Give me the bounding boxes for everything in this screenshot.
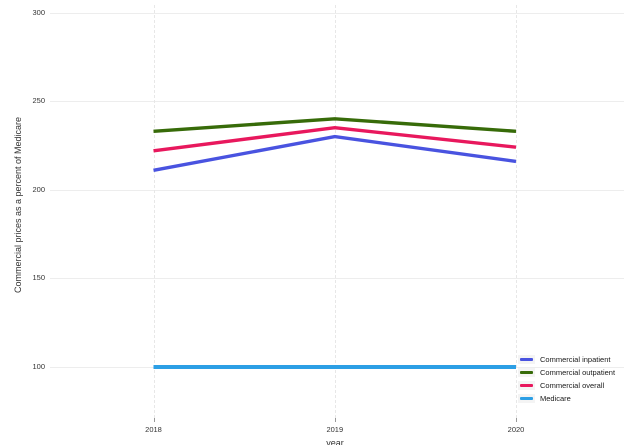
x-tick-mark bbox=[153, 418, 155, 422]
x-tick-label: 2018 bbox=[145, 425, 162, 434]
horizontal-gridline bbox=[50, 189, 624, 191]
y-tick-label: 200 bbox=[32, 184, 45, 194]
legend-key bbox=[518, 394, 535, 403]
legend-label: Medicare bbox=[540, 394, 571, 403]
x-tick-mark bbox=[334, 418, 336, 422]
x-tick-label: 2020 bbox=[507, 425, 525, 434]
legend-item: Medicare bbox=[518, 394, 624, 403]
y-tick-label: 150 bbox=[32, 273, 45, 283]
vertical-gridline bbox=[516, 5, 517, 418]
legend-item: Commercial overall bbox=[518, 381, 624, 390]
legend-label: Commercial outpatient bbox=[540, 368, 616, 377]
vertical-gridline bbox=[334, 5, 336, 418]
legend-swatch bbox=[520, 396, 533, 401]
x-tick-mark bbox=[516, 418, 517, 422]
legend-swatch bbox=[520, 383, 533, 388]
legend-item: Commercial outpatient bbox=[518, 368, 624, 377]
horizontal-gridline bbox=[50, 101, 624, 103]
legend-key bbox=[518, 355, 535, 364]
line-commercial-overall bbox=[153, 125, 517, 153]
y-tick-label: 250 bbox=[32, 96, 45, 106]
legend-label: Commercial inpatient bbox=[540, 355, 611, 364]
legend-key bbox=[518, 381, 535, 390]
y-tick-label: 300 bbox=[32, 7, 45, 17]
line-commercial-inpatient bbox=[153, 134, 517, 172]
line-commercial-outpatient bbox=[153, 117, 517, 133]
horizontal-gridline bbox=[50, 12, 624, 14]
legend-key bbox=[518, 368, 535, 377]
legend-item: Commercial inpatient bbox=[518, 355, 624, 364]
x-tick-label: 2019 bbox=[326, 425, 344, 434]
legend-swatch bbox=[520, 357, 533, 362]
vertical-gridline bbox=[153, 5, 155, 418]
horizontal-gridline bbox=[50, 278, 624, 280]
x-axis-title: year bbox=[326, 438, 344, 445]
legend-swatch bbox=[520, 370, 533, 375]
y-tick-label: 100 bbox=[32, 362, 45, 371]
chart-legend: Commercial inpatient Commercial outpatien… bbox=[518, 355, 624, 407]
legend-label: Commercial overall bbox=[540, 381, 605, 390]
